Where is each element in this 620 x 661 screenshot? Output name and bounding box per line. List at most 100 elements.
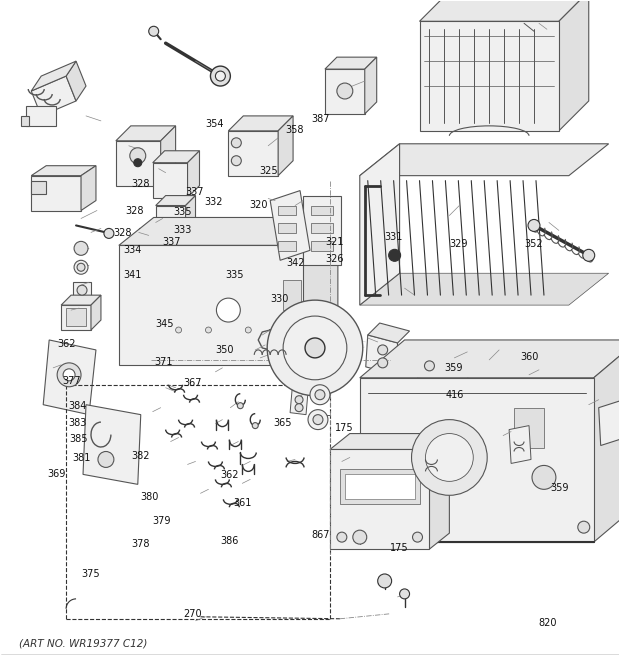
Circle shape xyxy=(337,532,347,542)
Polygon shape xyxy=(290,390,308,414)
Polygon shape xyxy=(156,196,195,206)
Circle shape xyxy=(313,414,323,424)
Bar xyxy=(420,21,559,131)
Bar xyxy=(311,206,333,215)
Text: 331: 331 xyxy=(384,232,402,242)
Text: 341: 341 xyxy=(123,270,142,280)
Bar xyxy=(278,223,296,233)
Circle shape xyxy=(353,530,367,544)
Circle shape xyxy=(425,434,473,481)
Text: 332: 332 xyxy=(204,197,223,207)
Circle shape xyxy=(175,327,182,333)
Circle shape xyxy=(295,396,303,404)
Polygon shape xyxy=(161,126,175,186)
Circle shape xyxy=(425,361,435,371)
Polygon shape xyxy=(81,166,96,210)
Polygon shape xyxy=(119,217,338,245)
Circle shape xyxy=(210,66,231,86)
Polygon shape xyxy=(73,282,91,298)
Polygon shape xyxy=(66,61,86,101)
Polygon shape xyxy=(464,348,481,373)
Circle shape xyxy=(134,159,142,167)
Bar xyxy=(345,475,415,499)
Polygon shape xyxy=(61,295,101,305)
Circle shape xyxy=(412,420,487,495)
Bar xyxy=(283,315,301,335)
Text: 335: 335 xyxy=(226,270,244,280)
Polygon shape xyxy=(91,295,101,330)
Bar xyxy=(283,280,301,310)
Text: 377: 377 xyxy=(62,375,81,385)
Circle shape xyxy=(305,338,325,358)
Circle shape xyxy=(583,249,595,261)
Text: 359: 359 xyxy=(445,363,463,373)
Circle shape xyxy=(337,83,353,99)
Text: 270: 270 xyxy=(184,609,202,619)
Circle shape xyxy=(216,298,241,322)
Text: 342: 342 xyxy=(286,258,305,268)
Polygon shape xyxy=(31,166,96,176)
Polygon shape xyxy=(417,348,469,386)
Circle shape xyxy=(267,300,363,396)
Text: 330: 330 xyxy=(270,294,288,304)
Circle shape xyxy=(237,403,243,408)
Circle shape xyxy=(389,249,401,261)
Circle shape xyxy=(528,219,540,231)
Text: 345: 345 xyxy=(156,319,174,329)
Text: 365: 365 xyxy=(273,418,291,428)
Text: 333: 333 xyxy=(173,225,192,235)
Polygon shape xyxy=(228,131,278,176)
Text: 369: 369 xyxy=(48,469,66,479)
Text: 381: 381 xyxy=(73,453,91,463)
Circle shape xyxy=(310,385,330,405)
Text: 328: 328 xyxy=(131,179,149,189)
Text: 329: 329 xyxy=(450,239,468,249)
Polygon shape xyxy=(430,434,450,549)
Polygon shape xyxy=(188,151,200,198)
Polygon shape xyxy=(43,340,96,414)
Text: 360: 360 xyxy=(520,352,538,362)
Text: 354: 354 xyxy=(205,119,224,129)
Bar xyxy=(78,243,84,254)
Bar xyxy=(66,308,86,326)
Polygon shape xyxy=(83,405,141,485)
Polygon shape xyxy=(360,340,620,378)
Text: 328: 328 xyxy=(113,228,132,238)
Polygon shape xyxy=(31,76,76,116)
Bar xyxy=(26,106,56,126)
Circle shape xyxy=(231,137,241,148)
Polygon shape xyxy=(31,180,46,194)
Polygon shape xyxy=(153,151,200,163)
Circle shape xyxy=(308,410,328,430)
Text: 383: 383 xyxy=(68,418,86,428)
Circle shape xyxy=(205,327,211,333)
Circle shape xyxy=(104,229,114,239)
Circle shape xyxy=(295,404,303,412)
Polygon shape xyxy=(116,126,175,141)
Circle shape xyxy=(149,26,159,36)
Polygon shape xyxy=(420,447,445,479)
Text: 175: 175 xyxy=(390,543,409,553)
Text: 416: 416 xyxy=(446,390,464,400)
Polygon shape xyxy=(420,0,589,21)
Bar xyxy=(514,408,544,447)
Circle shape xyxy=(63,369,75,381)
Polygon shape xyxy=(31,61,76,91)
Circle shape xyxy=(74,260,88,274)
Text: 820: 820 xyxy=(538,619,557,629)
Text: eReplacementParts.com: eReplacementParts.com xyxy=(234,338,386,352)
Polygon shape xyxy=(116,141,161,186)
Circle shape xyxy=(532,465,556,489)
Text: 321: 321 xyxy=(325,237,343,247)
Polygon shape xyxy=(360,273,609,305)
Text: 335: 335 xyxy=(173,207,192,217)
Text: 385: 385 xyxy=(69,434,88,444)
Text: 320: 320 xyxy=(249,200,268,210)
Text: 384: 384 xyxy=(68,401,86,410)
Text: 352: 352 xyxy=(525,239,543,249)
Circle shape xyxy=(378,574,392,588)
Circle shape xyxy=(578,521,590,533)
Text: 379: 379 xyxy=(153,516,171,526)
Text: 334: 334 xyxy=(123,245,142,255)
Polygon shape xyxy=(303,196,341,265)
